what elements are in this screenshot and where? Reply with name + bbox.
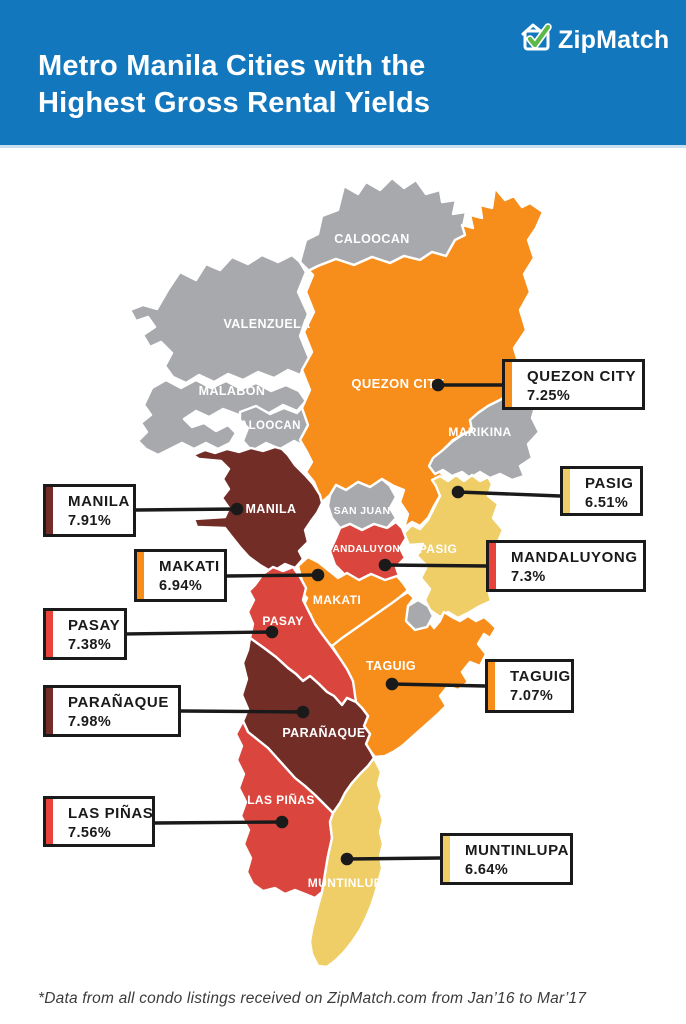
leader-line-muntinlupa	[346, 856, 441, 861]
region-las-pinas	[234, 719, 335, 900]
region-valenzuela	[128, 253, 311, 385]
house-check-icon	[521, 22, 552, 58]
callout-color-bar-pasay	[46, 611, 53, 657]
leader-dot-manila	[230, 502, 244, 516]
callout-value-muntinlupa: 6.64%	[465, 862, 509, 878]
callout-taguig: TAGUIG 7.07%	[485, 659, 574, 713]
leader-line-pasay	[125, 630, 273, 636]
callout-mandaluyong: MANDALUYONG 7.3%	[486, 540, 646, 592]
callout-leader-lines	[125, 378, 561, 866]
callout-quezon-city: QUEZON CITY 7.25%	[502, 359, 645, 410]
page-title-line2: Highest Gross Rental Yields	[38, 87, 431, 119]
callout-makati: MAKATI 6.94%	[134, 549, 227, 602]
header-band: Metro Manila Cities with the Highest Gro…	[0, 0, 686, 148]
map-label-quezon-city: QUEZON CITY	[351, 376, 444, 391]
leader-dot-quezon-city	[431, 378, 445, 392]
callout-manila: MANILA 7.91%	[43, 484, 136, 537]
callout-las-pinas: LAS PIÑAS 7.56%	[43, 796, 155, 847]
callout-pasay: PASAY 7.38%	[43, 608, 127, 660]
map-label-valenzuela: VALENZUELA	[223, 317, 310, 331]
leader-line-las-pinas	[154, 820, 283, 825]
callout-city-pasig: PASIG	[585, 475, 634, 492]
leader-line-mandaluyong	[384, 563, 487, 568]
zipmatch-logo: ZipMatch	[521, 22, 669, 58]
callout-color-bar-manila	[46, 487, 53, 534]
callout-value-pasig: 6.51%	[585, 495, 629, 511]
map-label-muntinlupa: MUNTINLUPA	[308, 876, 390, 890]
callout-paranaque: PARAÑAQUE 7.98%	[43, 685, 181, 737]
callout-color-bar-las-pinas	[46, 799, 53, 844]
callout-city-mandaluyong: MANDALUYONG	[511, 549, 638, 566]
leader-dot-taguig	[385, 677, 399, 691]
check-glyph	[527, 24, 551, 48]
callout-pasig: PASIG 6.51%	[560, 466, 643, 516]
region-pateros	[404, 598, 435, 632]
leader-dot-makati	[311, 568, 325, 582]
callout-color-bar-makati	[137, 552, 144, 599]
map-label-pasig: PASIG	[419, 542, 457, 556]
leader-dot-pasig	[451, 485, 465, 499]
callout-city-paranaque: PARAÑAQUE	[68, 694, 169, 711]
leader-line-makati	[226, 573, 319, 578]
map-label-mandaluyong: MANDALUYONG	[324, 544, 408, 555]
callout-city-muntinlupa: MUNTINLUPA	[465, 842, 570, 859]
region-malabon	[136, 378, 308, 457]
leader-dot-muntinlupa	[340, 852, 354, 866]
map-label-paranaque: PARAÑAQUE	[282, 725, 365, 740]
callout-value-pasay: 7.38%	[68, 637, 112, 653]
map-label-las-pinas: LAS PIÑAS	[247, 792, 315, 807]
map-label-taguig: TAGUIG	[366, 659, 416, 673]
callout-value-las-pinas: 7.56%	[68, 825, 112, 841]
leader-dot-las-pinas	[275, 815, 289, 829]
region-manila	[191, 445, 324, 574]
callout-value-paranaque: 7.98%	[68, 714, 112, 730]
leader-line-pasig	[457, 490, 561, 498]
page-title-line1: Metro Manila Cities with the	[38, 50, 426, 82]
leader-dot-paranaque	[296, 705, 310, 719]
callout-city-makati: MAKATI	[159, 558, 220, 575]
data-source-note: *Data from all condo listings received o…	[38, 990, 587, 1007]
map-label-malabon: MALABON	[199, 384, 266, 398]
callout-color-bar-mandaluyong	[489, 543, 496, 589]
leader-dot-pasay	[265, 625, 279, 639]
map-label-san-juan: SAN JUAN	[334, 505, 391, 517]
callout-city-las-pinas: LAS PIÑAS	[68, 805, 154, 822]
page-title: Metro Manila Cities with the Highest Gro…	[38, 48, 430, 122]
callout-color-bar-taguig	[488, 662, 495, 710]
callout-value-taguig: 7.07%	[510, 688, 554, 704]
callout-value-makati: 6.94%	[159, 578, 203, 594]
map-label-makati: MAKATI	[313, 593, 361, 607]
region-san-juan	[326, 477, 398, 532]
map-label-caloocan-north: CALOOCAN	[334, 232, 409, 246]
logo-wordmark: ZipMatch	[558, 25, 670, 54]
leader-line-manila	[135, 507, 238, 512]
callout-value-mandaluyong: 7.3%	[511, 569, 546, 585]
map-label-manila: MANILA	[245, 502, 296, 516]
callout-color-bar-pasig	[563, 469, 570, 513]
callout-value-quezon-city: 7.25%	[527, 388, 571, 404]
map-label-pasay: PASAY	[262, 614, 303, 628]
callout-value-manila: 7.91%	[68, 513, 112, 529]
callout-city-pasay: PASAY	[68, 617, 121, 634]
leader-dot-mandaluyong	[378, 558, 392, 572]
map-label-caloocan-south: CALOOCAN	[231, 420, 301, 432]
leader-line-paranaque	[180, 709, 304, 714]
leader-line-taguig	[391, 682, 486, 688]
map-region-labels: CALOOCAN VALENZUELA MALABON CALOOCAN QUE…	[199, 232, 512, 890]
callout-color-bar-muntinlupa	[443, 836, 450, 882]
callout-color-bar-paranaque	[46, 688, 53, 734]
callout-city-manila: MANILA	[68, 493, 130, 510]
callout-city-taguig: TAGUIG	[510, 668, 571, 685]
callout-color-bar-quezon-city	[505, 362, 512, 407]
callout-muntinlupa: MUNTINLUPA 6.64%	[440, 833, 573, 885]
region-pasig	[402, 473, 506, 620]
map-label-marikina: MARIKINA	[448, 425, 511, 439]
callout-city-quezon-city: QUEZON CITY	[527, 368, 637, 385]
